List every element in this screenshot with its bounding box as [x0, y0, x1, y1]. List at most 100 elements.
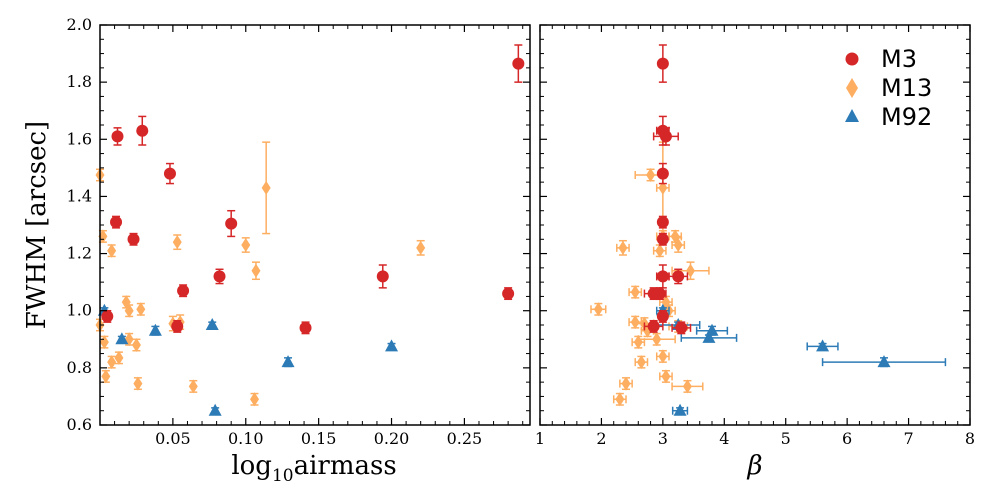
legend-entry-m13: M13: [846, 74, 932, 102]
beta-marker-m3: [656, 167, 669, 180]
airmass-point-m13: [107, 243, 117, 258]
plot-area-airmass: [95, 44, 525, 416]
airmass-point-m13: [99, 335, 109, 350]
beta-point-m92: [806, 339, 839, 352]
beta-marker-m3: [653, 287, 666, 300]
beta-point-m13: [628, 285, 643, 300]
legend-label-m3: M3: [881, 45, 917, 73]
airmass-point-m3: [127, 232, 140, 246]
beta-marker-m92: [816, 339, 830, 352]
airmass-marker-m13: [261, 180, 271, 195]
airmass-marker-m92: [385, 339, 399, 352]
beta-xtick-label: 7: [903, 429, 913, 448]
airmass-point-m3: [101, 309, 114, 323]
airmass-marker-m13: [416, 240, 426, 255]
airmass-marker-m92: [115, 332, 129, 345]
airmass-point-m3: [299, 321, 312, 335]
airmass-marker-m3: [163, 167, 176, 180]
airmass-ytick-label: 1.8: [67, 72, 92, 91]
airmass-marker-m13: [114, 350, 124, 365]
beta-point-m3: [652, 287, 667, 301]
beta-marker-m3: [656, 270, 669, 283]
beta-point-m3: [656, 44, 669, 83]
airmass-marker-m3: [110, 216, 123, 229]
beta-marker-m13: [658, 180, 668, 195]
airmass-point-m3: [502, 287, 515, 301]
airmass-marker-m13: [251, 263, 261, 278]
beta-point-m3: [652, 127, 679, 146]
airmass-point-m3: [111, 127, 124, 146]
airmass-marker-m13: [136, 302, 146, 317]
airmass-ytick-label: 0.6: [67, 415, 92, 434]
beta-point-m13: [671, 379, 704, 394]
airmass-ytick-label: 2.0: [67, 15, 92, 34]
beta-point-m3: [656, 309, 669, 323]
airmass-marker-m3: [512, 57, 525, 70]
beta-point-m92: [680, 330, 738, 343]
airmass-marker-m92: [205, 318, 219, 330]
beta-point-m3: [643, 319, 664, 333]
airmass-point-m13: [251, 261, 261, 281]
airmass-xtick-label: 0.15: [301, 429, 337, 448]
beta-point-m13: [634, 355, 649, 370]
airmass-point-m13: [250, 392, 260, 407]
airmass-xtick-label: 0.25: [447, 429, 483, 448]
airmass-marker-m13: [131, 338, 141, 352]
airmass-marker-m13: [172, 235, 182, 250]
airmass-point-m13: [133, 376, 143, 391]
beta-point-m13: [590, 302, 607, 317]
legend-entry-m3: M3: [845, 45, 917, 73]
beta-point-m92: [671, 403, 689, 416]
airmass-point-m92: [148, 323, 162, 336]
airmass-marker-m3: [171, 320, 184, 333]
legend-marker-m3: [845, 52, 859, 66]
panel-airmass: 0.6 0.8 1.0 1.2 1.4 1.6 1.8 2.0 0.05 0.10 0.15 0.20…: [22, 15, 531, 486]
beta-marker-m13: [655, 243, 665, 258]
beta-point-m13: [619, 376, 633, 391]
beta-marker-m13: [636, 355, 646, 370]
airmass-point-m13: [131, 338, 141, 352]
airmass-marker-m13: [99, 335, 109, 350]
beta-xtick-label: 5: [781, 429, 791, 448]
beta-marker-m13: [682, 379, 692, 394]
beta-marker-m3: [659, 130, 672, 143]
beta-point-m3: [656, 215, 669, 229]
beta-marker-m13: [652, 332, 662, 347]
xlabel-beta: β: [746, 451, 762, 481]
airmass-point-m13: [188, 379, 198, 394]
beta-marker-m13: [615, 392, 625, 407]
airmass-point-m3: [512, 44, 525, 83]
airmass-point-m92: [208, 403, 222, 416]
axis-ticks-beta: 1 2 3 4 5 6 7 8: [535, 24, 975, 448]
beta-point-m92: [695, 323, 729, 336]
airmass-marker-m13: [124, 303, 134, 318]
beta-point-m3: [671, 321, 692, 335]
airmass-point-m92: [115, 332, 129, 345]
airmass-ytick-label: 1.4: [67, 186, 92, 205]
airmass-marker-m13: [250, 392, 260, 407]
beta-marker-m13: [661, 369, 671, 384]
legend-label-m92: M92: [881, 103, 932, 131]
airmass-marker-m13: [241, 238, 251, 252]
beta-point-m13: [637, 332, 676, 347]
beta-marker-m13: [673, 238, 683, 252]
airmass-marker-m3: [376, 270, 389, 283]
airmass-marker-m3: [127, 233, 140, 246]
beta-point-m13: [659, 369, 673, 384]
beta-marker-m3: [672, 270, 685, 283]
airmass-marker-m92: [281, 355, 295, 368]
beta-xtick-label: 6: [842, 429, 852, 448]
beta-marker-m13: [618, 240, 628, 255]
beta-marker-m13: [593, 302, 603, 317]
airmass-point-m3: [225, 209, 238, 238]
airmass-marker-m3: [299, 321, 312, 334]
panel-beta: 1 2 3 4 5 6 7 8 β M3 M13 M92: [535, 24, 975, 481]
airmass-ytick-label: 1.0: [67, 301, 92, 320]
airmass-point-m3: [177, 284, 190, 298]
airmass-marker-m92: [208, 403, 222, 416]
airmass-point-m3: [171, 319, 184, 333]
beta-point-m13: [671, 261, 710, 281]
beta-point-m3: [656, 162, 669, 185]
airmass-marker-m3: [136, 124, 149, 137]
